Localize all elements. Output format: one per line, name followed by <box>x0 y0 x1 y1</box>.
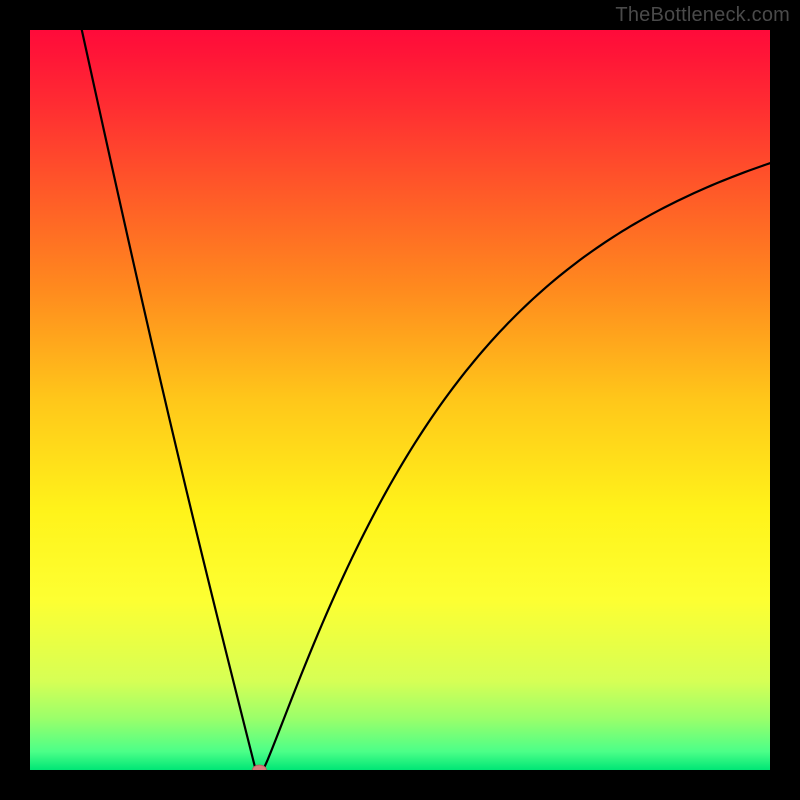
plot-background <box>30 30 770 770</box>
chart-svg <box>0 0 800 800</box>
watermark-text: TheBottleneck.com <box>615 4 790 27</box>
chart-container: TheBottleneck.com <box>0 0 800 800</box>
